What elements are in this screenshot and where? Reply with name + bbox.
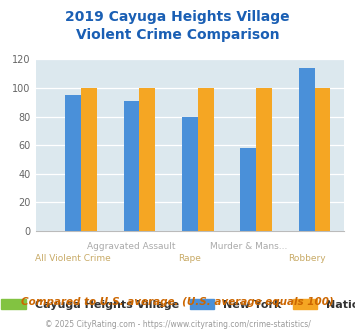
Bar (65, 95, 81, 231)
Bar (198, 88, 214, 231)
Bar (240, 148, 256, 231)
Bar (299, 68, 315, 231)
Text: © 2025 CityRating.com - https://www.cityrating.com/crime-statistics/: © 2025 CityRating.com - https://www.city… (45, 319, 310, 329)
Legend: Cayuga Heights Village, New York, National: Cayuga Heights Village, New York, Nation… (0, 295, 355, 314)
Bar (182, 116, 198, 231)
Bar (315, 88, 330, 231)
Text: Aggravated Assault: Aggravated Assault (87, 243, 176, 251)
Text: Compared to U.S. average. (U.S. average equals 100): Compared to U.S. average. (U.S. average … (21, 297, 334, 307)
Text: 2019 Cayuga Heights Village
Violent Crime Comparison: 2019 Cayuga Heights Village Violent Crim… (65, 10, 290, 42)
Text: Robbery: Robbery (288, 254, 326, 263)
Bar (256, 88, 272, 231)
Bar (140, 88, 155, 231)
Text: Rape: Rape (179, 254, 201, 263)
Bar (81, 88, 97, 231)
Bar (124, 101, 140, 231)
Text: All Violent Crime: All Violent Crime (35, 254, 111, 263)
Text: Murder & Mans...: Murder & Mans... (209, 243, 287, 251)
